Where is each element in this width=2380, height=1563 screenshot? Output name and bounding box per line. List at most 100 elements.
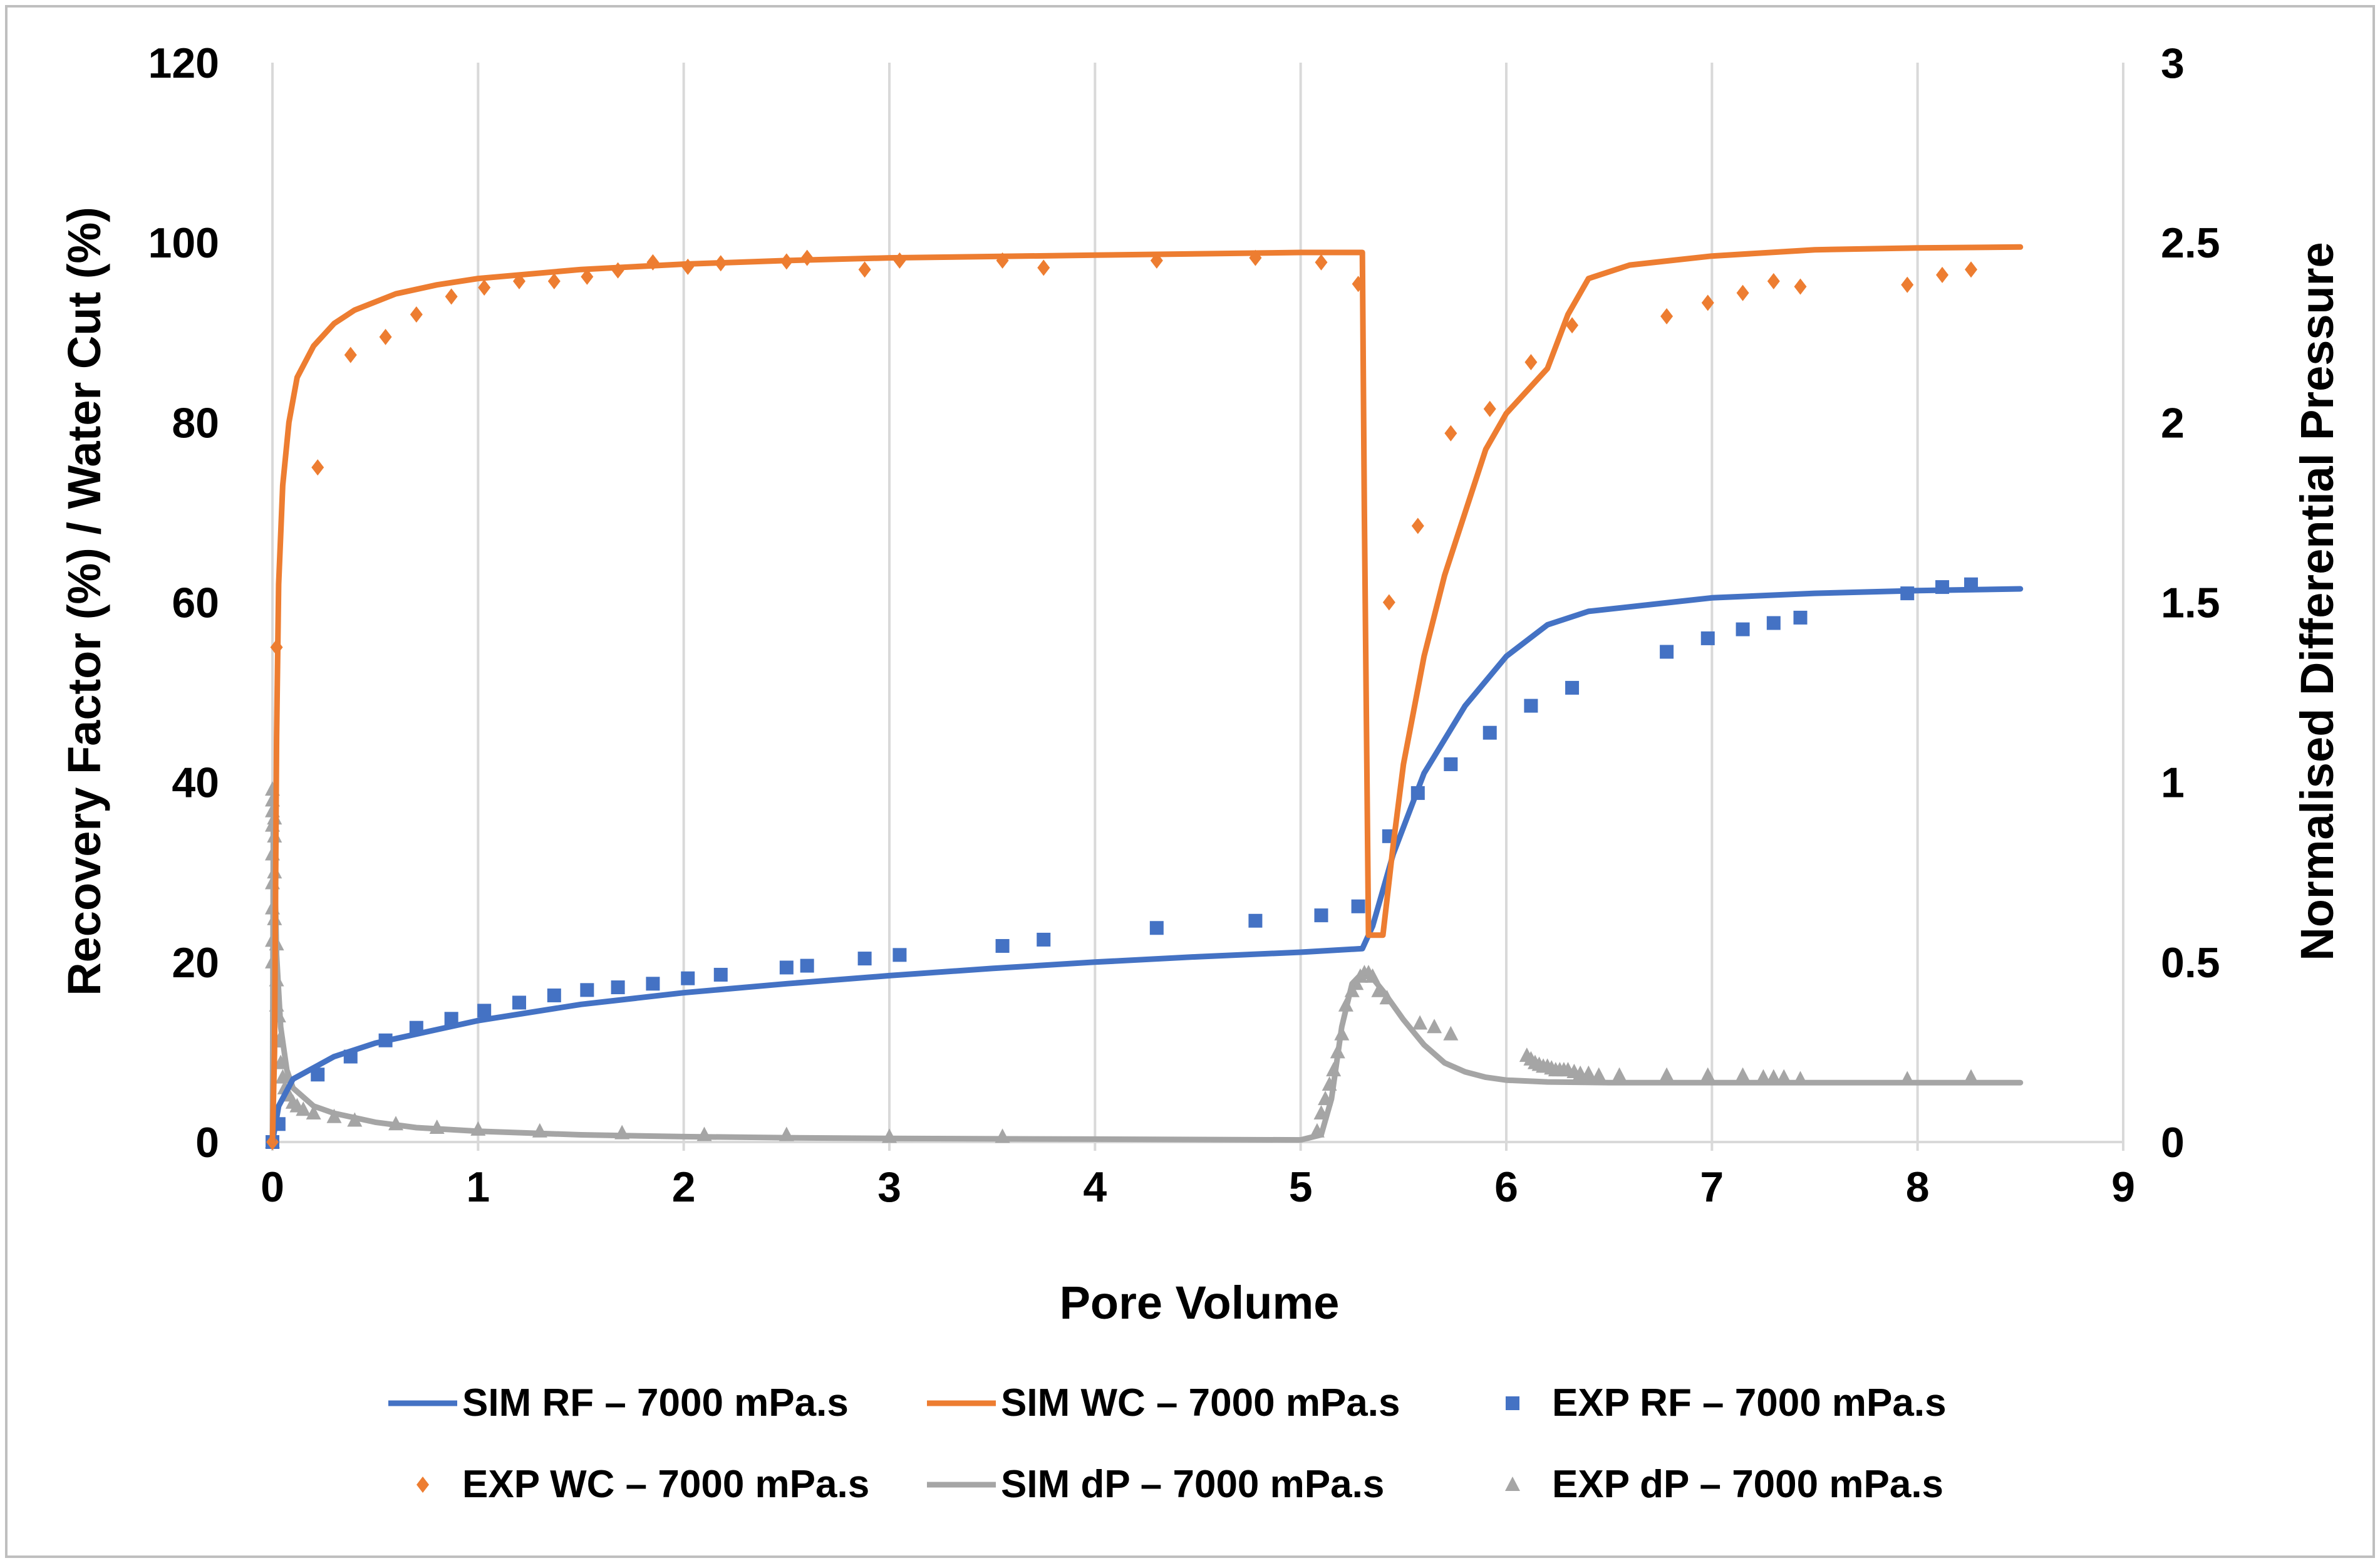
y-left-tick-label-120: 120 [148, 39, 219, 87]
point-exp-wc [1736, 284, 1749, 301]
point-exp-rf [1524, 698, 1538, 713]
x-tick-label-3: 3 [877, 1163, 901, 1211]
point-exp-rf [800, 958, 814, 973]
point-exp-wc [379, 328, 392, 345]
point-exp-rf [1351, 899, 1365, 913]
point-exp-wc [445, 288, 458, 305]
point-exp-wc [1901, 276, 1914, 293]
point-exp-dp [1735, 1067, 1751, 1082]
point-exp-rf [779, 960, 794, 975]
series-sim-dp [269, 786, 2024, 1145]
point-exp-rf [477, 1004, 492, 1018]
y-right-tick-label-0: 0 [2161, 1119, 2185, 1166]
y-left-tick-label-0: 0 [195, 1119, 219, 1166]
point-exp-wc [1701, 294, 1714, 311]
x-tick-label-8: 8 [1906, 1163, 1930, 1211]
x-tick-label-2: 2 [672, 1163, 696, 1211]
point-exp-rf [1793, 610, 1808, 625]
point-exp-wc [1444, 425, 1457, 442]
legend-label-exp-dp: EXP dP – 7000 mPa.s [1552, 1463, 1943, 1506]
point-exp-rf [892, 948, 907, 962]
x-tick-label-7: 7 [1700, 1163, 1724, 1211]
legend-swatch-exp-dp [1505, 1477, 1520, 1491]
series-exp-rf [266, 577, 1979, 1149]
point-exp-rf [857, 952, 872, 966]
point-exp-rf [547, 988, 561, 1002]
point-exp-dp [1412, 1015, 1428, 1030]
x-tick-label-9: 9 [2111, 1163, 2135, 1211]
line-sim-rf [269, 586, 2024, 1145]
series-sim-wc [269, 244, 2024, 1145]
legend-label-sim-wc: SIM WC – 7000 mPa.s [1001, 1381, 1400, 1425]
legend: SIM RF – 7000 mPa.s SIM WC – 7000 mPa.s EX… [388, 1381, 1947, 1506]
point-exp-wc [410, 306, 423, 323]
legend-entry-sim-dp: SIM dP – 7000 mPa.s [927, 1463, 1384, 1506]
legend-label-sim-dp: SIM dP – 7000 mPa.s [1001, 1463, 1384, 1506]
point-exp-dp [1612, 1067, 1627, 1082]
point-exp-rf [580, 983, 594, 997]
chart-frame [5, 5, 2375, 1558]
point-exp-rf [1037, 932, 1051, 947]
point-exp-rf [1248, 913, 1263, 928]
point-exp-rf [444, 1012, 458, 1026]
x-tick-label-4: 4 [1083, 1163, 1107, 1211]
y-right-tick-label-2: 2 [2161, 399, 2185, 447]
point-exp-wc [311, 459, 324, 476]
point-exp-wc [478, 279, 491, 296]
point-exp-wc [1483, 400, 1496, 417]
y-left-tick-label-40: 40 [172, 759, 219, 807]
x-axis-title: Pore Volume [1060, 1277, 1340, 1329]
point-exp-rf [1766, 616, 1781, 630]
y-right-tick-label-1: 1 [2161, 759, 2185, 807]
point-exp-rf [646, 977, 660, 991]
y-right-tick-label-0.5: 0.5 [2161, 939, 2220, 987]
point-exp-dp [275, 1069, 291, 1084]
point-exp-wc [1767, 273, 1780, 289]
point-exp-wc [1524, 354, 1538, 371]
point-exp-wc [1037, 259, 1050, 276]
x-tick-label-5: 5 [1289, 1163, 1313, 1211]
point-exp-wc [1936, 266, 1949, 283]
axes [271, 63, 2124, 1151]
y-right-tick-label-1.5: 1.5 [2161, 579, 2220, 627]
point-exp-dp [1427, 1019, 1442, 1034]
point-exp-wc [1411, 517, 1424, 534]
y-right-tick-label-2.5: 2.5 [2161, 219, 2220, 267]
point-exp-dp [296, 1101, 311, 1116]
line-sim-dp [269, 786, 2024, 1145]
point-exp-wc [1794, 278, 1807, 295]
y-axis-right-title: Normalised Differential Pressure [2291, 242, 2343, 960]
legend-entry-sim-wc: SIM WC – 7000 mPa.s [927, 1381, 1400, 1425]
x-tick-label-1: 1 [466, 1163, 490, 1211]
y-axis-left-title: Recovery Factor (%) / Water Cut (%) [58, 207, 110, 996]
legend-swatch-exp-rf [1506, 1396, 1519, 1410]
point-exp-rf [1149, 921, 1164, 935]
legend-swatch-exp-wc [416, 1477, 429, 1493]
legend-label-sim-rf: SIM RF – 7000 mPa.s [462, 1381, 849, 1425]
legend-entry-exp-dp: EXP dP – 7000 mPa.s [1505, 1463, 1943, 1506]
legend-entry-sim-rf: SIM RF – 7000 mPa.s [388, 1381, 849, 1425]
point-exp-wc [581, 268, 594, 285]
point-exp-rf [311, 1067, 325, 1082]
point-exp-wc [1965, 261, 1978, 278]
legend-entry-exp-rf: EXP RF – 7000 mPa.s [1506, 1381, 1947, 1425]
point-exp-dp [1591, 1067, 1606, 1082]
point-exp-dp [306, 1105, 321, 1120]
point-exp-dp [1659, 1067, 1675, 1082]
point-exp-rf [995, 938, 1010, 953]
point-exp-rf [1565, 680, 1580, 695]
point-exp-wc [547, 273, 561, 289]
point-exp-rf [1314, 908, 1328, 923]
y-right-tick-label-3: 3 [2161, 39, 2185, 87]
point-exp-wc [344, 346, 357, 363]
legend-label-exp-rf: EXP RF – 7000 mPa.s [1552, 1381, 1947, 1425]
point-exp-rf [1660, 645, 1674, 659]
y-left-tick-label-80: 80 [172, 399, 219, 447]
point-exp-dp [1581, 1065, 1596, 1080]
point-exp-dp [1700, 1067, 1715, 1082]
y-left-tick-label-20: 20 [172, 939, 219, 987]
point-exp-rf [1482, 725, 1497, 740]
series-layer [265, 244, 2024, 1150]
series-sim-rf [269, 586, 2024, 1145]
